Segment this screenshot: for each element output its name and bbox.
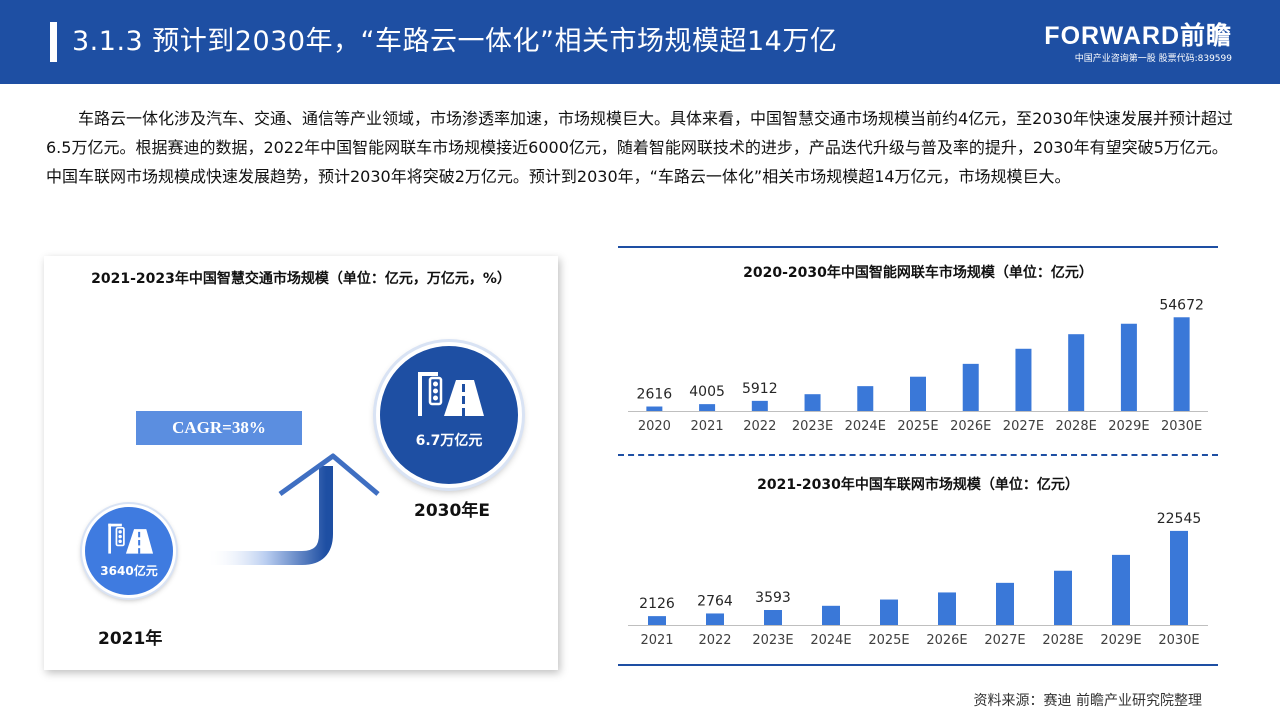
bar-2023E bbox=[804, 394, 821, 411]
title-accent-bar bbox=[50, 22, 57, 62]
bar-2020 bbox=[646, 406, 663, 411]
x-tick-label: 2025E bbox=[868, 633, 909, 648]
traffic-road-icon bbox=[108, 523, 154, 554]
x-tick-label: 2023E bbox=[792, 419, 833, 434]
bar-2026E bbox=[938, 592, 956, 625]
x-tick-label: 2028E bbox=[1042, 633, 1083, 648]
bar-2027E bbox=[996, 582, 1014, 625]
bar-2029E bbox=[1120, 323, 1137, 411]
value-2021-label: 3640亿元 bbox=[100, 564, 158, 578]
bar-2025E bbox=[910, 376, 926, 411]
bar-2021 bbox=[648, 616, 666, 625]
x-tick-label: 2027E bbox=[1003, 419, 1044, 434]
iov-market-bar-chart: 2021 2126 2022 2764 2023E 3593 2024E 2025E 2026E… bbox=[628, 511, 1208, 648]
bar-2028E bbox=[1068, 334, 1085, 411]
x-tick-label: 2030E bbox=[1161, 419, 1202, 434]
data-label: 2764 bbox=[697, 593, 733, 609]
value-2030-circle: 6.7万亿元 bbox=[376, 342, 522, 488]
bar-charts-panel: 2020-2030年中国智能网联车市场规模（单位：亿元） 2020 2616 202… bbox=[618, 246, 1218, 666]
year-2021-label: 2021年 bbox=[98, 629, 163, 649]
bar-2030E bbox=[1173, 317, 1190, 411]
x-tick-label: 2024E bbox=[845, 419, 886, 434]
x-tick-label: 2030E bbox=[1158, 633, 1199, 648]
bar-2022 bbox=[751, 400, 768, 411]
x-tick-label: 2020 bbox=[638, 419, 671, 434]
source-note: 资料来源：赛迪 前瞻产业研究院整理 bbox=[973, 693, 1202, 709]
value-2030-label: 6.7万亿元 bbox=[415, 433, 483, 449]
logo-subtitle: 中国产业咨询第一股 股票代码:839599 bbox=[1074, 54, 1232, 64]
x-tick-label: 2027E bbox=[984, 633, 1025, 648]
x-tick-label: 2022 bbox=[698, 633, 731, 648]
bar-2026E bbox=[962, 363, 979, 411]
x-tick-label: 2026E bbox=[950, 419, 991, 434]
smart-traffic-card: 2021-2023年中国智慧交通市场规模（单位：亿元，万亿元，%） CAGR=3… bbox=[44, 256, 558, 670]
top-divider bbox=[618, 246, 1218, 248]
data-label: 2126 bbox=[639, 596, 675, 612]
data-label: 5912 bbox=[742, 381, 778, 397]
smart-traffic-title: 2021-2023年中国智慧交通市场规模（单位：亿元，万亿元，%） bbox=[91, 271, 511, 287]
x-tick-label: 2026E bbox=[926, 633, 967, 648]
bar-2022 bbox=[706, 613, 724, 625]
bar-2027E bbox=[1015, 348, 1032, 411]
bar-2029E bbox=[1112, 554, 1130, 625]
x-tick-label: 2029E bbox=[1100, 633, 1141, 648]
traffic-road-icon bbox=[418, 372, 484, 416]
page-title: 3.1.3 预计到2030年，“车路云一体化”相关市场规模超14万亿 bbox=[72, 26, 838, 57]
x-tick-label: 2022 bbox=[743, 419, 776, 434]
data-label: 22545 bbox=[1157, 511, 1202, 527]
intro-paragraph: 车路云一体化涉及汽车、交通、通信等产业领域，市场渗透率加速，市场规模巨大。具体来… bbox=[46, 109, 1233, 186]
data-label: 4005 bbox=[689, 384, 725, 400]
chart1-title: 2020-2030年中国智能网联车市场规模（单位：亿元） bbox=[743, 265, 1093, 281]
x-tick-label: 2024E bbox=[810, 633, 851, 648]
data-label: 3593 bbox=[755, 590, 791, 606]
bar-2024E bbox=[857, 386, 874, 411]
x-tick-label: 2028E bbox=[1056, 419, 1097, 434]
growth-arrow-icon bbox=[206, 453, 380, 565]
year-2030-label: 2030年E bbox=[414, 501, 490, 521]
bar-2021 bbox=[699, 404, 716, 411]
chart2-title: 2021-2030年中国车联网市场规模（单位：亿元） bbox=[757, 477, 1079, 493]
charts-divider bbox=[618, 454, 1218, 456]
data-label: 2616 bbox=[637, 387, 673, 403]
bar-2030E bbox=[1170, 530, 1188, 625]
bar-2028E bbox=[1054, 570, 1072, 625]
cagr-badge: CAGR=38% bbox=[136, 411, 302, 445]
forward-logo: FORWARD前瞻 中国产业咨询第一股 股票代码:839599 bbox=[1032, 22, 1232, 65]
icv-market-bar-chart: 2020 2616 2021 4005 2022 5912 2023E 2024E 2025E 2… bbox=[628, 297, 1208, 434]
x-tick-label: 2023E bbox=[752, 633, 793, 648]
value-2021-circle: 3640亿元 bbox=[82, 504, 176, 598]
bottom-divider bbox=[618, 664, 1218, 666]
x-tick-label: 2029E bbox=[1108, 419, 1149, 434]
logo-text: FORWARD前瞻 bbox=[1044, 22, 1232, 50]
x-tick-label: 2025E bbox=[897, 419, 938, 434]
bar-2025E bbox=[880, 599, 898, 625]
bar-2023E bbox=[764, 610, 782, 625]
bar-2024E bbox=[822, 605, 840, 625]
x-tick-label: 2021 bbox=[691, 419, 724, 434]
x-tick-label: 2021 bbox=[640, 633, 673, 648]
header-banner: 3.1.3 预计到2030年，“车路云一体化”相关市场规模超14万亿 FORWA… bbox=[0, 0, 1280, 84]
data-label: 54672 bbox=[1159, 297, 1204, 313]
